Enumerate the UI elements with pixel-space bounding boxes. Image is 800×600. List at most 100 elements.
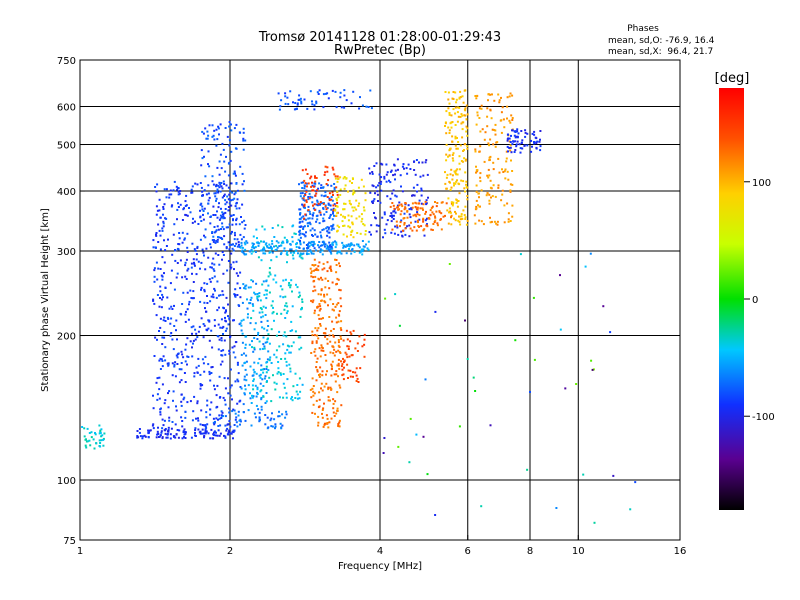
data-point (181, 241, 184, 244)
data-point (217, 348, 220, 351)
data-point (361, 253, 364, 256)
data-point (345, 177, 348, 180)
data-point (223, 399, 226, 402)
data-point (169, 334, 172, 337)
data-point (231, 191, 234, 194)
data-point (459, 96, 462, 99)
data-point (429, 209, 432, 212)
data-point (341, 368, 344, 371)
data-point (316, 199, 319, 202)
data-point (189, 400, 192, 403)
data-point (212, 437, 215, 440)
data-point (410, 208, 413, 211)
data-point (319, 248, 322, 251)
data-point (319, 305, 322, 308)
y-axis-label: Stationary phase Virtual Height [km] (40, 208, 51, 392)
data-point (385, 163, 388, 166)
data-point (224, 435, 227, 438)
data-point (539, 149, 542, 152)
data-point (290, 345, 293, 348)
data-point (239, 246, 242, 249)
data-point (167, 364, 170, 367)
data-point (349, 375, 352, 378)
data-point (239, 233, 242, 236)
data-point (260, 240, 262, 243)
data-point (235, 182, 238, 185)
data-point (332, 207, 335, 210)
data-point (500, 96, 502, 99)
data-point (242, 137, 245, 140)
data-point (310, 352, 313, 354)
data-point (227, 241, 230, 244)
data-point (200, 186, 203, 189)
data-point (155, 261, 158, 264)
data-point (219, 432, 222, 435)
data-point (274, 427, 276, 430)
data-point (313, 264, 315, 267)
data-point (509, 146, 512, 149)
data-point (273, 353, 276, 356)
data-point (287, 103, 290, 106)
data-point (236, 198, 239, 201)
data-point (230, 150, 233, 153)
data-point (142, 435, 144, 438)
data-point (343, 360, 346, 363)
data-point (323, 213, 326, 216)
data-point (330, 368, 333, 371)
data-point (476, 114, 479, 117)
data-point (204, 127, 207, 130)
data-point (312, 394, 315, 397)
data-point (298, 218, 301, 221)
data-point (509, 183, 512, 186)
data-point (317, 265, 320, 268)
data-point (338, 351, 341, 353)
data-point (337, 364, 340, 367)
data-point (100, 428, 103, 431)
data-point (357, 381, 360, 383)
data-point (407, 163, 410, 166)
data-point (244, 419, 247, 422)
data-point (227, 303, 229, 306)
data-point (179, 259, 182, 262)
data-point (174, 259, 177, 262)
data-point (187, 318, 190, 321)
data-point (364, 230, 367, 232)
data-point (305, 182, 308, 185)
data-point (211, 346, 214, 349)
data-point (290, 397, 293, 400)
data-point (167, 363, 170, 366)
data-point (450, 214, 453, 217)
data-point (220, 414, 223, 417)
data-point (383, 228, 386, 231)
data-point (386, 171, 389, 174)
data-point (263, 347, 266, 350)
data-point (516, 140, 519, 143)
data-point (323, 219, 326, 222)
data-point (363, 209, 366, 212)
data-point (318, 246, 321, 249)
data-point (423, 234, 426, 237)
data-point (234, 295, 237, 298)
data-point (136, 430, 139, 432)
data-point (398, 208, 400, 211)
data-point (335, 106, 338, 109)
data-point (466, 195, 469, 197)
data-point (396, 224, 399, 227)
data-point (163, 402, 166, 405)
data-point (222, 396, 225, 399)
data-point (183, 372, 186, 374)
data-point (253, 348, 256, 351)
data-point (515, 145, 518, 148)
data-point (395, 220, 398, 223)
data-point (243, 189, 246, 192)
data-point (228, 429, 231, 432)
data-point (201, 248, 204, 251)
data-point (207, 327, 210, 330)
data-point (304, 168, 307, 171)
data-point (176, 208, 179, 211)
data-point (207, 363, 210, 366)
data-point (503, 170, 506, 173)
data-point (383, 437, 386, 439)
data-point (154, 186, 157, 188)
